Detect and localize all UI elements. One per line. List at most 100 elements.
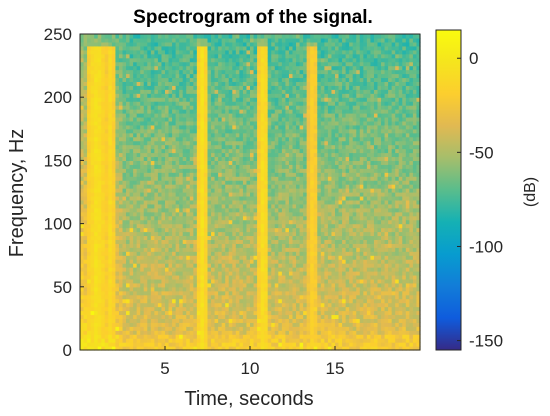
heatmap-cell [90, 263, 95, 268]
heatmap-cell [147, 89, 152, 94]
heatmap-cell [250, 192, 255, 197]
heatmap-cell [239, 81, 244, 86]
heatmap-cell [133, 298, 138, 304]
heatmap-cell [161, 61, 166, 67]
heatmap-cell [129, 227, 134, 233]
heatmap-cell [264, 109, 269, 114]
heatmap-cell [186, 93, 191, 98]
heatmap-cell [140, 34, 145, 39]
heatmap-cell [250, 271, 255, 276]
heatmap-cell [182, 243, 187, 248]
heatmap-cell [267, 263, 272, 268]
heatmap-cell [257, 271, 262, 276]
heatmap-cell [108, 85, 113, 90]
heatmap-cell [281, 267, 287, 272]
heatmap-cell [165, 164, 170, 169]
heatmap-cell [143, 211, 148, 217]
heatmap-cell [157, 140, 163, 146]
heatmap-cell [281, 128, 287, 134]
heatmap-cell [179, 184, 184, 189]
heatmap-cell [172, 156, 177, 161]
heatmap-cell [225, 267, 230, 272]
heatmap-cell [196, 251, 202, 256]
heatmap-cell [196, 109, 202, 114]
heatmap-cell [250, 298, 255, 304]
heatmap-cell [221, 69, 226, 75]
heatmap-cell [193, 243, 198, 248]
heatmap-cell [288, 243, 294, 248]
heatmap-cell [118, 152, 124, 158]
heatmap-cell [172, 97, 177, 102]
heatmap-cell [264, 184, 269, 189]
heatmap-cell [200, 298, 205, 304]
heatmap-cell [225, 120, 230, 126]
heatmap-cell [115, 184, 120, 189]
heatmap-cell [253, 184, 258, 189]
heatmap-cell [90, 239, 95, 244]
heatmap-cell [94, 101, 99, 106]
heatmap-cell [172, 290, 177, 296]
heatmap-cell [246, 160, 251, 165]
heatmap-cell [97, 144, 102, 150]
heatmap-cell [172, 184, 177, 189]
heatmap-cell [118, 144, 124, 150]
heatmap-cell [94, 140, 99, 146]
heatmap-cell [87, 211, 92, 217]
heatmap-cell [154, 148, 159, 154]
heatmap-cell [147, 53, 152, 59]
heatmap-cell [260, 148, 265, 154]
heatmap-cell [87, 69, 92, 75]
heatmap-cell [94, 271, 99, 276]
heatmap-cell [218, 290, 223, 296]
heatmap-cell [267, 34, 272, 39]
heatmap-cell [179, 263, 184, 268]
heatmap-cell [111, 239, 117, 244]
heatmap-cell [111, 148, 117, 154]
heatmap-cell [232, 53, 237, 59]
heatmap-cell [285, 65, 290, 71]
heatmap-cell [211, 85, 216, 90]
heatmap-cell [101, 302, 106, 308]
heatmap-cell [239, 148, 244, 154]
heatmap-cell [133, 282, 138, 288]
heatmap-cell [260, 215, 265, 221]
heatmap-cell [101, 120, 106, 126]
heatmap-cell [189, 199, 194, 205]
heatmap-cell [143, 85, 148, 90]
heatmap-cell [87, 251, 92, 256]
heatmap-cell [136, 211, 141, 217]
heatmap-cell [122, 207, 127, 213]
heatmap-cell [246, 85, 251, 90]
heatmap-cell [157, 231, 163, 237]
heatmap-cell [179, 188, 184, 193]
heatmap-cell [111, 61, 117, 67]
heatmap-cell [271, 109, 276, 114]
heatmap-cell [115, 61, 120, 67]
heatmap-cell [250, 144, 255, 150]
heatmap-cell [83, 298, 88, 304]
heatmap-cell [253, 57, 258, 63]
heatmap-cell [200, 326, 205, 331]
heatmap-cell [253, 306, 258, 312]
heatmap-cell [288, 85, 294, 90]
heatmap-cell [267, 97, 272, 102]
heatmap-cell [196, 156, 202, 161]
heatmap-cell [232, 314, 237, 319]
heatmap-cell [207, 184, 212, 189]
heatmap-cell [126, 342, 131, 347]
heatmap-cell [122, 136, 127, 142]
heatmap-cell [274, 53, 279, 59]
heatmap-cell [143, 207, 148, 213]
heatmap-cell [257, 223, 262, 229]
heatmap-cell [147, 120, 152, 126]
heatmap-cell [257, 267, 262, 272]
heatmap-cell [83, 215, 88, 221]
heatmap-cell [143, 152, 148, 158]
heatmap-cell [143, 255, 148, 260]
heatmap-cell [136, 116, 141, 122]
heatmap-cell [147, 274, 152, 280]
heatmap-cell [200, 152, 205, 158]
heatmap-cell [111, 278, 117, 284]
heatmap-cell [90, 247, 95, 252]
heatmap-cell [122, 298, 127, 304]
